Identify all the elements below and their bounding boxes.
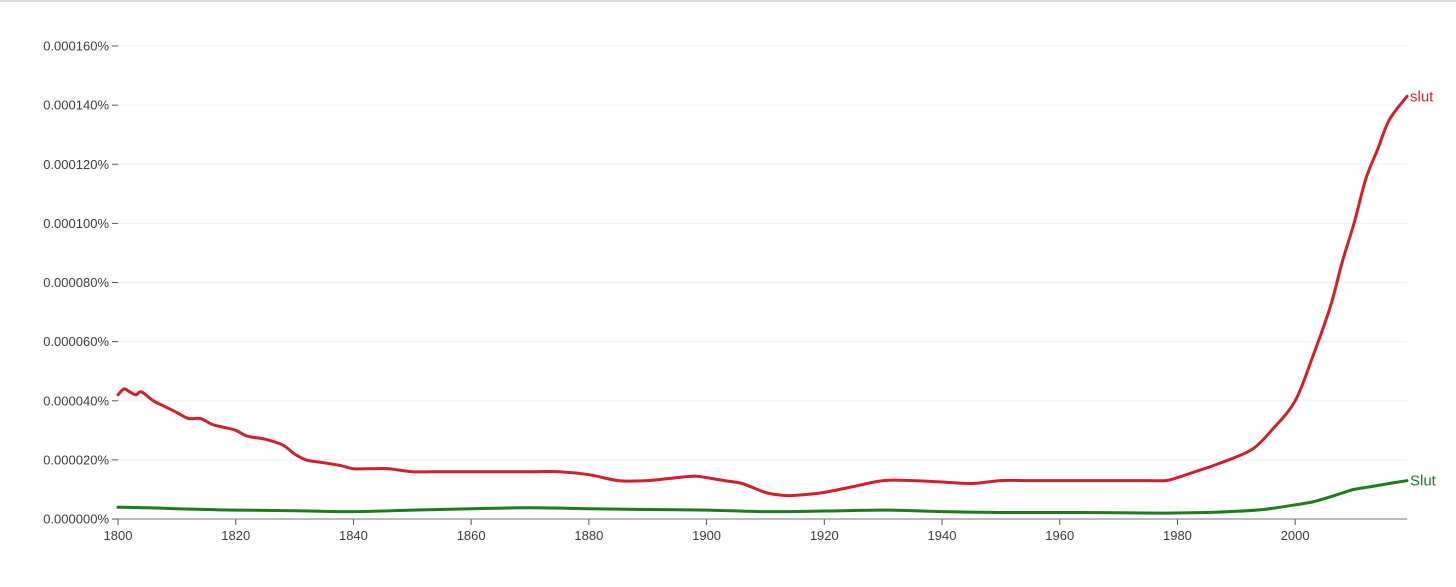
y-axis-ticks: 0.000000% 0.000020% 0.000040% 0.000060% 0.00… [43,39,118,527]
x-tick-label: 1980 [1163,528,1192,543]
y-tick-label: 0.000040% [43,393,109,408]
x-tick-label: 1900 [692,528,721,543]
top-border [0,0,1456,2]
y-tick-label: 0.000000% [43,512,109,527]
y-tick-label: 0.000020% [43,452,109,467]
x-tick-label: 1860 [457,528,486,543]
y-tick-label: 0.000120% [43,157,109,172]
series-line-slut [116,479,1409,515]
series-lines [116,94,1409,515]
series-label-slut: Slut [1410,473,1437,490]
series-labels: slut Slut [1410,88,1437,489]
y-tick-label: 0.000060% [43,334,109,349]
gridlines [118,45,1407,461]
x-tick-label: 1920 [810,528,839,543]
y-tick-label: 0.000140% [43,98,109,113]
series-label-slut: slut [1410,88,1434,105]
x-tick-label: 1940 [928,528,957,543]
x-tick-label: 1880 [574,528,603,543]
x-tick-label: 1840 [339,528,368,543]
y-tick-label: 0.000100% [43,216,109,231]
y-tick-label: 0.000080% [43,275,109,290]
series-line-slut [116,94,1409,498]
y-tick-label: 0.000160% [43,39,109,54]
x-tick-label: 1820 [221,528,250,543]
x-tick-label: 1800 [104,528,133,543]
x-tick-label: 1960 [1045,528,1074,543]
x-axis-ticks: 1800 1820 1840 1860 1880 1900 1920 1940 1960 1980… [104,519,1310,543]
x-tick-label: 2000 [1281,528,1310,543]
